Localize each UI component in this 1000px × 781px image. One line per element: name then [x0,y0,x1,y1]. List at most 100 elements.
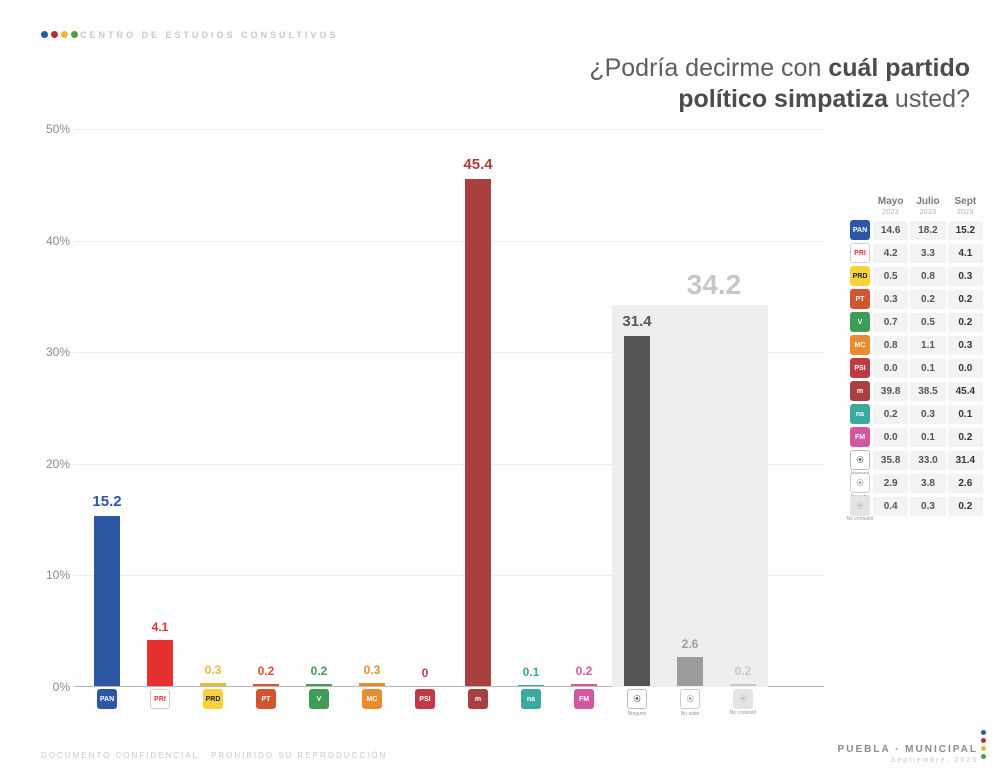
party-logo-icon: PRD [850,266,870,286]
party-logo-icon: MC [850,335,870,355]
history-cell: 0.3 [948,336,983,355]
history-row: m39.838.545.4 [848,381,984,401]
party-logo-icon: na [850,404,870,424]
history-row: FM0.00.10.2 [848,427,984,447]
col-sept: Sept [947,196,984,207]
party-logo-icon: FM [850,427,870,447]
history-cell: 0.2 [910,290,945,309]
bar-prd [200,683,226,686]
survey-question: ¿Podría decirme con cuál partido polític… [589,53,970,114]
history-cell: 0.7 [873,313,908,332]
question-bold-2: político simpatiza [678,85,888,113]
history-cell: 2.9 [873,474,908,493]
col-mayo: Mayo [872,196,909,207]
history-cell: 4.1 [948,244,983,263]
ytick: 10 [36,568,70,582]
bar-no sabe [677,657,703,686]
bar-label: 0.2 [311,664,328,678]
bar-morena [465,179,491,686]
party-logo-icon: ⦿No contestó [850,496,870,516]
bar-label: 2.6 [682,637,699,651]
history-row: PAN14.618.215.2 [848,220,984,240]
bar-fxm [571,684,597,686]
history-cell: 0.5 [910,313,945,332]
footer-left: DOCUMENTO CONFIDENCIALPROHIBIDO SU REPRO… [41,751,387,760]
party-logo-ninguno: ⦿Ninguno [627,689,647,709]
bar-na [518,685,544,686]
col-julio: Julio [909,196,946,207]
footer-date: Septiembre, 2023 [838,757,978,764]
party-logo-icon: m [850,381,870,401]
bar-pt [253,684,279,686]
history-cell: 31.4 [948,451,983,470]
history-cell: 0.2 [873,405,908,424]
history-cell: 0.0 [873,428,908,447]
history-row: PRI4.23.34.1 [848,243,984,263]
history-row: MC0.81.10.3 [848,335,984,355]
ytick: 0 [36,680,70,694]
history-cell: 0.0 [948,359,983,378]
party-logo-icon: ⦿No sabe [850,473,870,493]
party-logo-pvem: V [309,689,329,709]
history-row: ⦿Ninguno35.833.031.4 [848,450,984,470]
ytick: 50 [36,122,70,136]
history-header: Mayo Julio Sept [848,196,984,207]
x-axis-logos: PANPRIPRDPTVMCPSImnaFM⦿Ninguno⦿No sabe⦿N… [74,687,824,709]
bar-pri [147,640,173,686]
history-cell: 0.8 [873,336,908,355]
history-cell: 0.1 [948,405,983,424]
party-logo-morena: m [468,689,488,709]
bar-no contestó [730,684,756,686]
party-logo-icon: PAN [850,220,870,240]
party-logo-prd: PRD [203,689,223,709]
history-cell: 0.2 [948,497,983,516]
history-cell: 3.3 [910,244,945,263]
history-row: V0.70.50.2 [848,312,984,332]
history-cell: 39.8 [873,382,908,401]
party-logo-icon: PRI [850,243,870,263]
party-logo-mc: MC [362,689,382,709]
ytick: 30 [36,345,70,359]
history-row: PRD0.50.80.3 [848,266,984,286]
footer-right: PUEBLA · MUNICIPAL Septiembre, 2023 [838,744,978,764]
bar-pvem [306,684,332,686]
history-cell: 0.1 [910,359,945,378]
party-logo-fxm: FM [574,689,594,709]
bar-mc [359,683,385,686]
history-cell: 18.2 [910,221,945,240]
party-logo-icon: ⦿Ninguno [850,450,870,470]
history-subheader: 2023 2023 2023 [848,209,984,216]
history-cell: 2.6 [948,474,983,493]
page: CENTRO DE ESTUDIOS CONSULTIVOS ¿Podría d… [0,0,1000,781]
history-row: PT0.30.20.2 [848,289,984,309]
history-cell: 0.4 [873,497,908,516]
bar-ninguno [624,336,650,686]
bar-label: 0.2 [735,664,752,678]
footer-dots [981,730,986,759]
history-cell: 1.1 [910,336,945,355]
history-cell: 33.0 [910,451,945,470]
bar-label: 0.2 [258,664,275,678]
history-cell: 0.2 [948,428,983,447]
history-cell: 0.3 [873,290,908,309]
history-row: PSI0.00.10.0 [848,358,984,378]
bar-label: 0 [422,666,429,680]
question-bold-1: cuál partido [828,54,970,82]
question-pre: ¿Podría decirme con [589,54,828,82]
brand-text: CENTRO DE ESTUDIOS CONSULTIVOS [80,30,338,40]
history-cell: 0.1 [910,428,945,447]
history-cell: 0.2 [948,290,983,309]
party-logo-no contestó: ⦿No contestó [733,689,753,709]
bar-pan [94,516,120,686]
bar-label: 45.4 [463,156,492,173]
ghost-label: 34.2 [687,269,742,301]
question-post: usted? [888,85,970,113]
history-cell: 0.8 [910,267,945,286]
plot-area: 0102030405034.215.24.10.30.20.20.3045.40… [74,129,824,687]
history-cell: 15.2 [948,221,983,240]
history-cell: 0.5 [873,267,908,286]
party-logo-pan: PAN [97,689,117,709]
history-cell: 45.4 [948,382,983,401]
history-cell: 0.2 [948,313,983,332]
bar-label: 4.1 [152,620,169,634]
